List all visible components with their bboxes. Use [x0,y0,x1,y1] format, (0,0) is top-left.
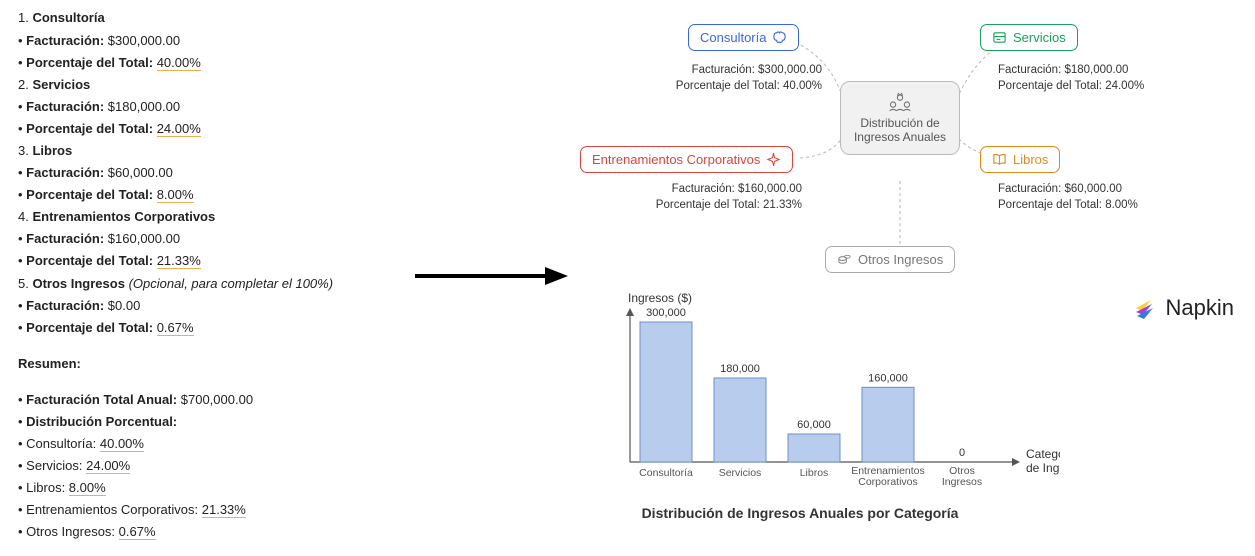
output-panel: Distribución de Ingresos Anuales Consult… [580,6,1240,546]
node-label: Consultoría [700,30,766,45]
sparkle-icon [766,152,781,167]
node-label: Otros Ingresos [858,252,943,267]
svg-text:Ingresos ($): Ingresos ($) [628,292,692,305]
node-label: Servicios [1013,30,1066,45]
bar-chart: Napkin Ingresos ($) Categoríasde Ingresos… [580,292,1240,542]
napkin-logo: Napkin [1130,294,1234,322]
coins-icon [837,252,852,267]
svg-text:180,000: 180,000 [720,363,760,375]
svg-text:160,000: 160,000 [868,372,908,384]
svg-text:Libros: Libros [800,467,829,479]
brand-name: Napkin [1166,295,1234,321]
detail-servicios: Facturación: $180,000.00 Porcentaje del … [998,62,1144,95]
source-text-panel: 1. Consultoría• Facturación: $300,000.00… [0,0,400,556]
svg-text:Consultoría: Consultoría [639,467,693,479]
svg-text:0: 0 [959,447,965,459]
book-icon [992,152,1007,167]
svg-text:Servicios: Servicios [719,467,762,479]
node-label: Entrenamientos Corporativos [592,152,760,167]
svg-text:300,000: 300,000 [646,307,686,319]
svg-text:OtrosIngresos: OtrosIngresos [942,465,982,488]
svg-text:Categoríasde Ingresos: Categoríasde Ingresos [1026,447,1060,475]
detail-entrenamientos: Facturación: $160,000.00 Porcentaje del … [602,181,802,214]
center-node-label: Distribución de Ingresos Anuales [854,116,946,144]
node-label: Libros [1013,152,1048,167]
mindmap-diagram: Distribución de Ingresos Anuales Consult… [580,6,1240,286]
napkin-logomark-icon [1130,294,1158,322]
brain-icon [772,30,787,45]
center-node: Distribución de Ingresos Anuales [840,81,960,155]
svg-text:60,000: 60,000 [797,419,831,431]
detail-libros: Facturación: $60,000.00 Porcentaje del T… [998,181,1138,214]
transform-arrow [400,261,580,291]
card-icon [992,30,1007,45]
detail-consultoria: Facturación: $300,000.00 Porcentaje del … [622,62,822,95]
node-servicios: Servicios [980,24,1078,51]
chart-title: Distribución de Ingresos Anuales por Cat… [580,505,1020,521]
distribution-icon [887,92,913,112]
svg-text:EntrenamientosCorporativos: EntrenamientosCorporativos [851,465,925,488]
node-otros: Otros Ingresos [825,246,955,273]
node-libros: Libros [980,146,1060,173]
node-entrenamientos: Entrenamientos Corporativos [580,146,793,173]
node-consultoria: Consultoría [688,24,799,51]
